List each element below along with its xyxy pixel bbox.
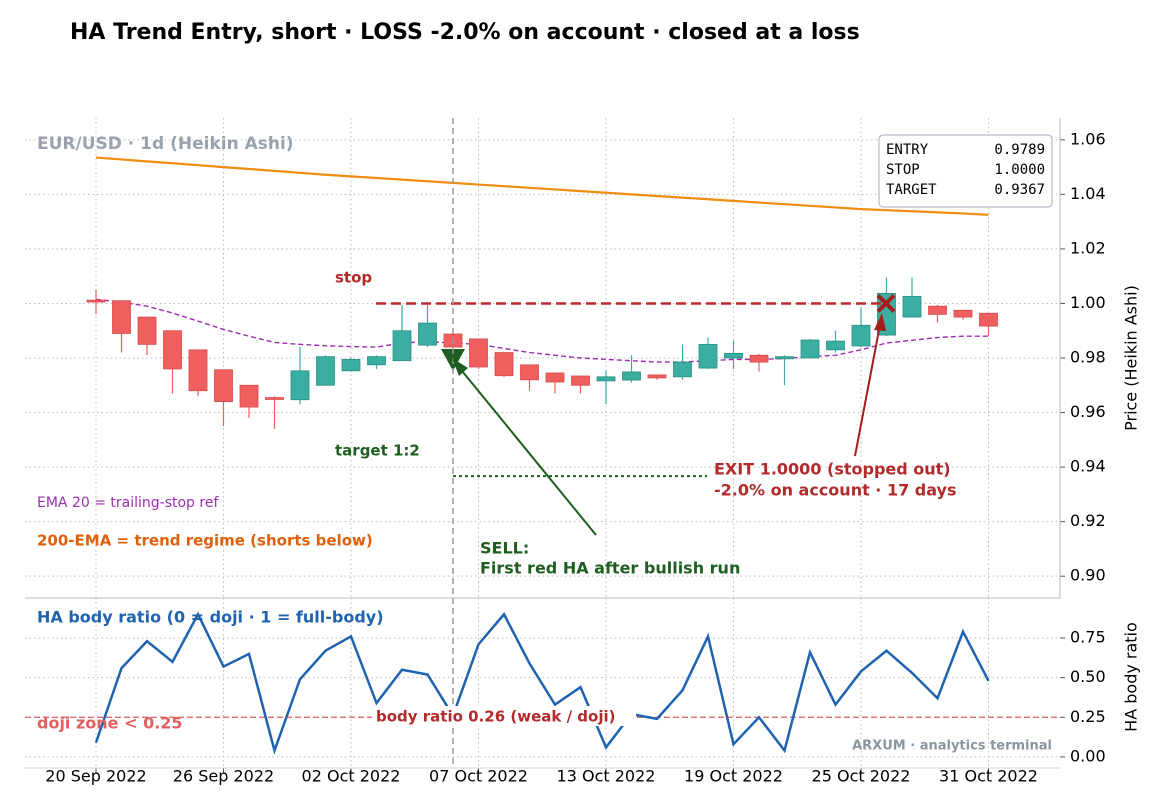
arrow-head [452, 358, 468, 376]
y-axis-label: Price (Heikin Ashi) [1122, 285, 1141, 431]
candle-body [367, 356, 386, 366]
x-tick-label: 25 Oct 2022 [812, 767, 911, 786]
candle-body [214, 369, 233, 403]
level-value: 0.9789 [994, 142, 1045, 158]
indicator-line [95, 298, 989, 363]
annotation: EMA 20 = trailing-stop ref [37, 495, 219, 511]
x-tick-label: 20 Sep 2022 [45, 767, 146, 786]
candle-body [571, 375, 590, 386]
annotation: doji zone < 0.25 [37, 714, 183, 733]
annotation: EXIT 1.0000 (stopped out) [714, 460, 951, 479]
candle-body [673, 361, 692, 378]
candle-body [188, 349, 208, 392]
candle-body [775, 356, 794, 360]
y-tick-label: 0.92 [1070, 511, 1106, 530]
x-tick-label: 31 Oct 2022 [939, 767, 1038, 786]
annotation: SELL: [480, 539, 529, 558]
candle-body [596, 376, 616, 382]
sell-arrow [457, 365, 597, 536]
candle-body [239, 384, 259, 408]
y-tick-label: 1.00 [1070, 293, 1106, 312]
candle-body [418, 322, 437, 346]
ratio-line [94, 611, 990, 755]
candle-body [826, 340, 845, 351]
exit-marker [876, 294, 896, 313]
y-tick-label: 0.25 [1070, 707, 1106, 726]
exit-x [876, 294, 896, 313]
candle-body [392, 330, 412, 362]
candle-body [112, 300, 131, 334]
candle-body [316, 356, 335, 386]
candle-body [724, 352, 743, 359]
y-tick-label: 0.90 [1070, 566, 1106, 585]
candle-body [86, 299, 106, 303]
candle-body [979, 312, 998, 327]
y-tick-label: 0.98 [1070, 348, 1106, 367]
x-tick-label: 19 Oct 2022 [684, 767, 783, 786]
candle-body [647, 374, 667, 379]
candle-body [800, 339, 820, 359]
annotation: -2.0% on account · 17 days [714, 481, 957, 500]
annotation: body ratio 0.26 (weak / doji) [376, 708, 615, 726]
arrow-head [874, 313, 886, 331]
candle-body [290, 370, 310, 401]
y-tick-label: 1.06 [1070, 129, 1106, 148]
y-tick-label: 0.00 [1070, 746, 1106, 765]
indicator-line [95, 156, 989, 216]
annotation: target 1:2 [335, 442, 420, 460]
y-tick-label: 0.94 [1070, 457, 1106, 476]
label-bg [372, 706, 636, 726]
candle-body [953, 309, 973, 318]
candle-body [545, 372, 565, 383]
candle-body [341, 358, 361, 372]
x-tick-label: 02 Oct 2022 [302, 767, 401, 786]
level-name: ENTRY [886, 142, 929, 158]
candle-body [622, 371, 641, 381]
annotation: First red HA after bullish run [480, 559, 740, 578]
y-tick-label: 0.50 [1070, 667, 1106, 686]
candle-body [520, 364, 539, 381]
candle-body [749, 354, 769, 363]
candle-body [265, 397, 284, 400]
level-value: 0.9367 [994, 182, 1045, 198]
watermark: ARXUM · analytics terminal [852, 739, 1052, 754]
chart-title: HA Trend Entry, short · LOSS -2.0% on ac… [70, 20, 860, 45]
x-tick-label: 26 Sep 2022 [173, 767, 274, 786]
x-tick-label: 07 Oct 2022 [429, 767, 528, 786]
levels-box [878, 134, 1053, 208]
candle-body [698, 343, 718, 369]
candle-body [851, 324, 871, 347]
exit-arrow [854, 324, 881, 457]
candle-body [494, 352, 514, 377]
y-tick-label: 1.04 [1070, 184, 1106, 203]
annotation: stop [335, 269, 372, 287]
y-tick-label: 0.75 [1070, 628, 1106, 647]
candle-body [928, 305, 947, 315]
y-axis-label: HA body ratio [1122, 622, 1141, 732]
panel-subtitle: HA body ratio (0 = doji · 1 = full-body) [37, 608, 384, 627]
candle-body [469, 338, 488, 368]
y-tick-label: 1.02 [1070, 238, 1106, 257]
level-value: 1.0000 [994, 162, 1045, 178]
candle-body [163, 330, 182, 370]
level-name: STOP [886, 162, 920, 178]
candle-body [902, 295, 922, 318]
panel-subtitle: EUR/USD · 1d (Heikin Ashi) [37, 134, 294, 154]
plot-area: 20 Sep 2022 26 Sep 2022 02 Oct 2022 07 Oct … [25, 118, 1106, 786]
y-tick-label: 0.96 [1070, 402, 1106, 421]
x-tick-label: 13 Oct 2022 [557, 767, 656, 786]
level-name: TARGET [886, 182, 937, 198]
candle-body [137, 316, 157, 345]
annotation: 200-EMA = trend regime (shorts below) [37, 532, 373, 550]
